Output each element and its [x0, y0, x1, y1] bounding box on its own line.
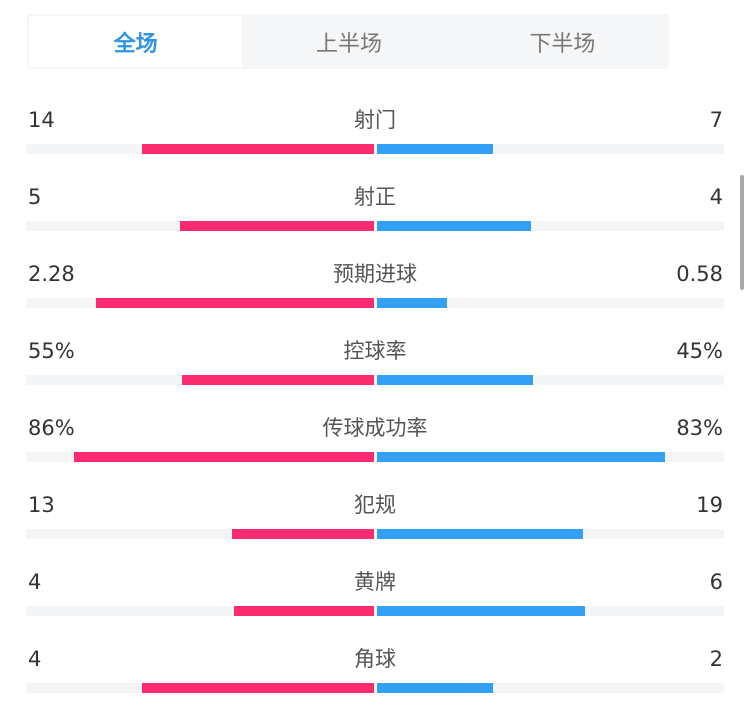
away-bar [377, 529, 583, 539]
home-bar [74, 452, 374, 462]
stat-row-possession: 55% 控球率 45% [0, 326, 750, 403]
away-value: 4 [709, 185, 723, 209]
home-value: 4 [28, 570, 42, 594]
stat-label: 角球 [354, 647, 396, 671]
stat-track [26, 375, 724, 385]
stat-track [26, 452, 724, 462]
home-value: 5 [28, 185, 42, 209]
stat-track [26, 529, 724, 539]
stat-track [26, 298, 724, 308]
tab-first-half[interactable]: 上半场 [315, 31, 382, 57]
away-value: 83% [676, 416, 723, 440]
away-value: 7 [709, 108, 723, 132]
stat-label: 黄牌 [354, 570, 396, 594]
home-value: 86% [28, 416, 75, 440]
home-bar [234, 606, 374, 616]
stat-row-pass-accuracy: 86% 传球成功率 83% [0, 403, 750, 480]
stat-track [26, 683, 724, 693]
home-bar [142, 144, 374, 154]
away-value: 45% [676, 339, 723, 363]
away-bar [377, 683, 493, 693]
stat-label: 犯规 [354, 493, 396, 517]
stat-row-yellow-cards: 4 黄牌 6 [0, 557, 750, 634]
stat-track [26, 606, 724, 616]
away-value: 19 [696, 493, 723, 517]
away-bar [377, 452, 665, 462]
home-bar [96, 298, 374, 308]
home-value: 2.28 [28, 262, 75, 286]
stat-label: 预期进球 [333, 262, 417, 286]
stat-row-fouls: 13 犯规 19 [0, 480, 750, 557]
home-bar [232, 529, 374, 539]
stat-label: 控球率 [343, 339, 407, 363]
tab-full-match[interactable]: 全场 [29, 16, 243, 67]
tab-second-half[interactable]: 下半场 [529, 31, 596, 57]
stat-row-shots-on-target: 5 射正 4 [0, 172, 750, 249]
away-bar [377, 298, 447, 308]
away-bar [377, 606, 585, 616]
home-bar [182, 375, 374, 385]
home-value: 4 [28, 647, 42, 671]
home-value: 14 [28, 108, 55, 132]
period-tabs: 全场 上半场 下半场 [27, 14, 669, 69]
away-value: 0.58 [676, 262, 723, 286]
stat-row-expected-goals: 2.28 预期进球 0.58 [0, 249, 750, 326]
home-bar [142, 683, 374, 693]
away-bar [377, 144, 493, 154]
scrollbar[interactable] [740, 175, 744, 290]
stat-row-corners: 4 角球 2 [0, 634, 750, 711]
stat-label: 传球成功率 [322, 416, 428, 440]
home-value: 55% [28, 339, 75, 363]
stat-track [26, 221, 724, 231]
away-bar [377, 221, 531, 231]
away-value: 2 [709, 647, 723, 671]
stat-label: 射正 [354, 185, 396, 209]
stat-row-shots: 14 射门 7 [0, 95, 750, 172]
stat-track [26, 144, 724, 154]
away-bar [377, 375, 533, 385]
stats-list: 14 射门 7 5 射正 4 2.28 预期进球 0.58 55% 控球率 45… [0, 95, 750, 711]
home-bar [180, 221, 374, 231]
away-value: 6 [709, 570, 723, 594]
stat-label: 射门 [354, 108, 396, 132]
home-value: 13 [28, 493, 55, 517]
